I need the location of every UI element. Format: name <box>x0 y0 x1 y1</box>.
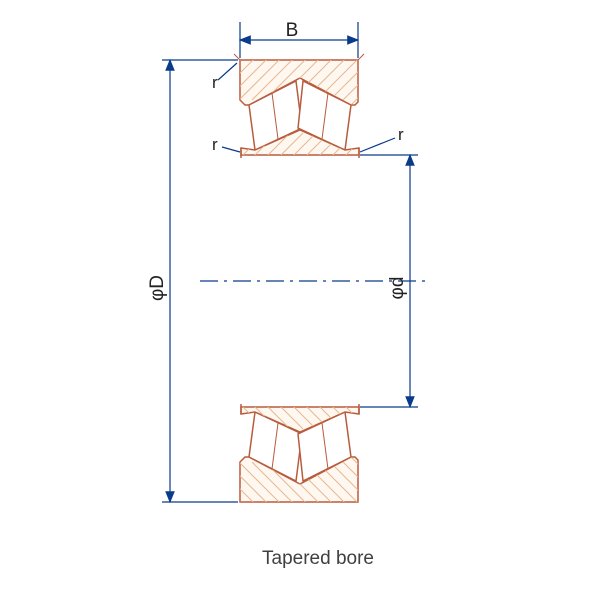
label-r-tl: r <box>212 73 218 92</box>
label-D: φD <box>147 275 168 301</box>
dimension-B <box>240 22 358 58</box>
label-r-tr: r <box>398 125 404 144</box>
label-r-bl: r <box>212 135 218 154</box>
label-B: B <box>286 20 299 41</box>
label-d: φd <box>387 277 408 300</box>
bearing-diagram: B φD φd r r r <box>0 0 600 600</box>
caption: Tapered bore <box>262 548 374 570</box>
lower-half <box>235 404 370 549</box>
